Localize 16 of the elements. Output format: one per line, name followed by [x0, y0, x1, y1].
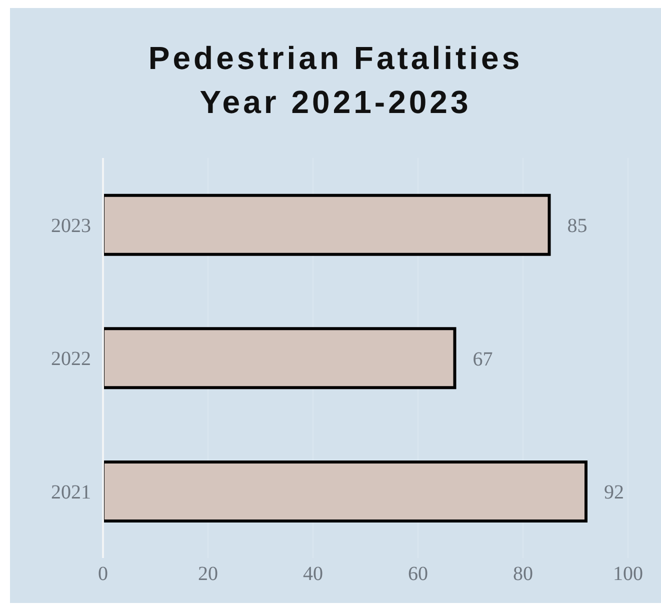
bar [103, 327, 456, 390]
y-tick-label: 2022 [51, 348, 91, 370]
data-label: 85 [567, 214, 588, 237]
y-tick-label: 2023 [51, 214, 91, 237]
x-tick-label: 60 [408, 563, 428, 586]
data-label: 92 [604, 482, 624, 504]
bar [103, 194, 551, 256]
x-tick-label: 100 [613, 563, 643, 586]
data-label: 67 [472, 348, 493, 370]
x-tick-label: 40 [303, 563, 323, 586]
y-tick-label: 2021 [51, 481, 91, 504]
bar [103, 460, 588, 522]
x-tick-label: 0 [98, 563, 108, 586]
chart-title: Pedestrian Fatalities Year 2021-2023 [148, 39, 523, 122]
x-tick-label: 80 [513, 563, 533, 586]
x-tick-label: 20 [198, 563, 218, 586]
